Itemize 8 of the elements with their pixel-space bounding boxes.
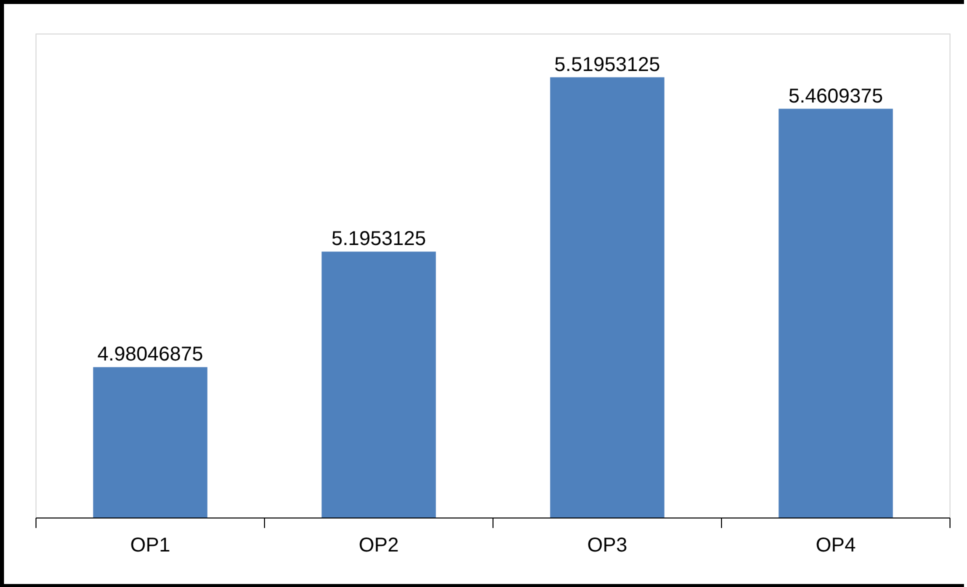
data-label: 5.51953125 <box>554 54 660 76</box>
data-label: 5.4609375 <box>788 85 884 108</box>
x-tick-label: OP1 <box>130 534 170 557</box>
data-label: 4.98046875 <box>97 344 204 366</box>
x-tick-label: OP2 <box>358 534 399 557</box>
x-tick-label: OP4 <box>816 534 856 557</box>
data-label: 5.1953125 <box>331 228 426 250</box>
x-tick-label: OP3 <box>587 534 628 557</box>
